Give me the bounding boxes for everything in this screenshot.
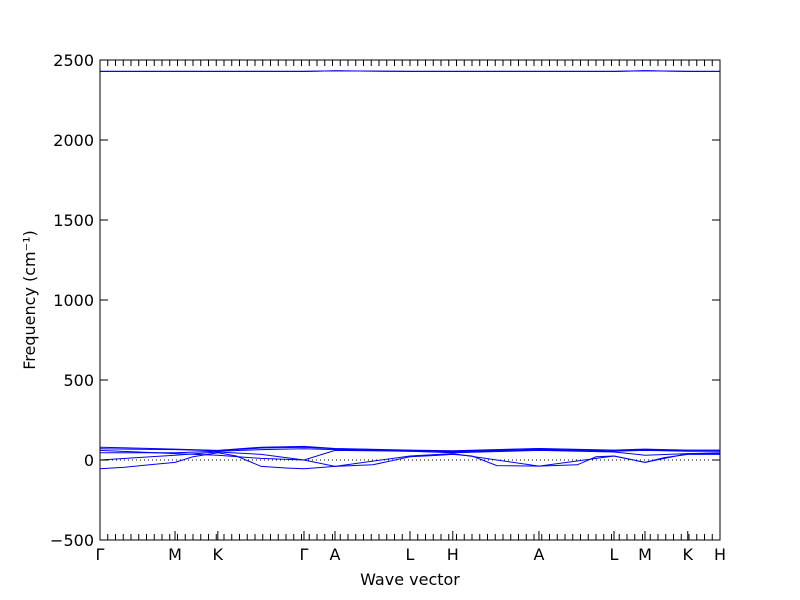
band-2 bbox=[100, 70, 720, 72]
x-tick-label: H bbox=[447, 545, 459, 564]
y-tick-label: 500 bbox=[63, 371, 94, 390]
band-8 bbox=[99, 449, 721, 461]
plot-frame bbox=[99, 59, 721, 541]
x-tick-label: L bbox=[610, 545, 619, 564]
y-tick-label: 2000 bbox=[53, 131, 94, 150]
band-7 bbox=[99, 445, 720, 452]
y-tick-label: 1500 bbox=[53, 211, 94, 230]
series-layer bbox=[99, 70, 721, 470]
band-4 bbox=[99, 451, 720, 467]
y-tick-label: −500 bbox=[50, 531, 94, 550]
y-tick-label: 1000 bbox=[53, 291, 94, 310]
y-axis-label: Frequency (cm⁻¹) bbox=[20, 230, 39, 369]
x-tick-label: H bbox=[714, 545, 726, 564]
x-tick-label: L bbox=[406, 545, 415, 564]
y-tick-label: 0 bbox=[84, 451, 94, 470]
x-tick-label: K bbox=[683, 545, 694, 564]
x-tick-label: Γ bbox=[96, 545, 105, 564]
y-axis: −500 0 500 1000 1500 2000 2500 bbox=[50, 51, 720, 550]
x-tick-label: A bbox=[330, 545, 341, 564]
minor-tick-layer bbox=[99, 60, 721, 540]
band-3 bbox=[99, 452, 720, 470]
x-tick-label: Γ bbox=[300, 545, 309, 564]
x-axis-label: Wave vector bbox=[360, 570, 460, 589]
x-tick-label: M bbox=[638, 545, 652, 564]
y-tick-label: 2500 bbox=[53, 51, 94, 70]
x-tick-label: M bbox=[168, 545, 182, 564]
x-tick-label: A bbox=[533, 545, 544, 564]
x-tick-label: K bbox=[213, 545, 224, 564]
